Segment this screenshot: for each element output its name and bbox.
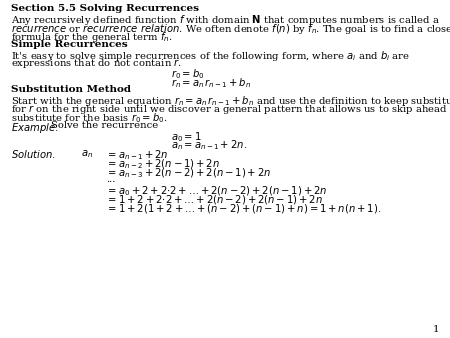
Text: It's easy to solve simple recurrences of the following form, where $a_i$ and $b_: It's easy to solve simple recurrences of…: [11, 49, 410, 63]
Text: $a_n = a_{n-1} + 2n.$: $a_n = a_{n-1} + 2n.$: [171, 139, 247, 152]
Text: Section 5.5 Solving Recurrences: Section 5.5 Solving Recurrences: [11, 4, 199, 13]
Text: expressions that do not contain $r$.: expressions that do not contain $r$.: [11, 57, 182, 70]
Text: $\it{recurrence}$ or $\it{recurrence\ relation}$. We often denote $f(n)$ by $f_n: $\it{recurrence}$ or $\it{recurrence\ re…: [11, 22, 450, 35]
Text: $r_n = a_n\, r_{n-1} + b_n$: $r_n = a_n\, r_{n-1} + b_n$: [171, 76, 251, 90]
Text: for $r$ on the right side until we discover a general pattern that allows us to : for $r$ on the right side until we disco…: [11, 103, 450, 116]
Text: $= 1 + 2(1 + 2 + \ldots + (n-2) + (n-1) + n) = 1 + n(n+1).$: $= 1 + 2(1 + 2 + \ldots + (n-2) + (n-1) …: [106, 202, 381, 215]
Text: $a_0 = 1$: $a_0 = 1$: [171, 130, 202, 144]
Text: Start with the general equation $r_n = a_n\, r_{n-1} + b_n$ and use the definiti: Start with the general equation $r_n = a…: [11, 94, 450, 108]
Text: ...: ...: [106, 175, 115, 185]
Text: substitute for the basis $r_0 = b_0$.: substitute for the basis $r_0 = b_0$.: [11, 112, 168, 125]
Text: Simple Recurrences: Simple Recurrences: [11, 40, 128, 49]
Text: $r_0 = b_0$: $r_0 = b_0$: [171, 68, 204, 81]
Text: Any recursively defined function $f$ with domain $\mathbf{N}$ that computes numb: Any recursively defined function $f$ wit…: [11, 13, 440, 27]
Text: $= a_0 + 2 + 2{\cdot}2 + \ldots + 2(n-2) + 2(n-1) + 2n$: $= a_0 + 2 + 2{\cdot}2 + \ldots + 2(n-2)…: [106, 184, 327, 198]
Text: $\mathit{Example.}$: $\mathit{Example.}$: [11, 121, 59, 135]
Text: $= 1 + 2 + 2{\cdot}2 + \ldots + 2(n-2) + 2(n-1) + 2n$: $= 1 + 2 + 2{\cdot}2 + \ldots + 2(n-2) +…: [106, 193, 323, 206]
Text: formula for the general term $f_n$.: formula for the general term $f_n$.: [11, 30, 173, 44]
Text: Solve the recurrence: Solve the recurrence: [51, 121, 158, 130]
Text: $= a_{n-2} + 2(n-1) + 2n$: $= a_{n-2} + 2(n-1) + 2n$: [106, 157, 220, 171]
Text: $= a_{n-3} + 2(n-2) + 2(n-1) + 2n$: $= a_{n-3} + 2(n-2) + 2(n-1) + 2n$: [106, 166, 271, 179]
Text: 1: 1: [432, 325, 439, 334]
Text: $= a_{n-1} + 2n$: $= a_{n-1} + 2n$: [106, 148, 168, 162]
Text: Substitution Method: Substitution Method: [11, 85, 131, 94]
Text: $\mathit{Solution.}$: $\mathit{Solution.}$: [11, 148, 56, 161]
Text: $a_n$: $a_n$: [81, 148, 93, 160]
